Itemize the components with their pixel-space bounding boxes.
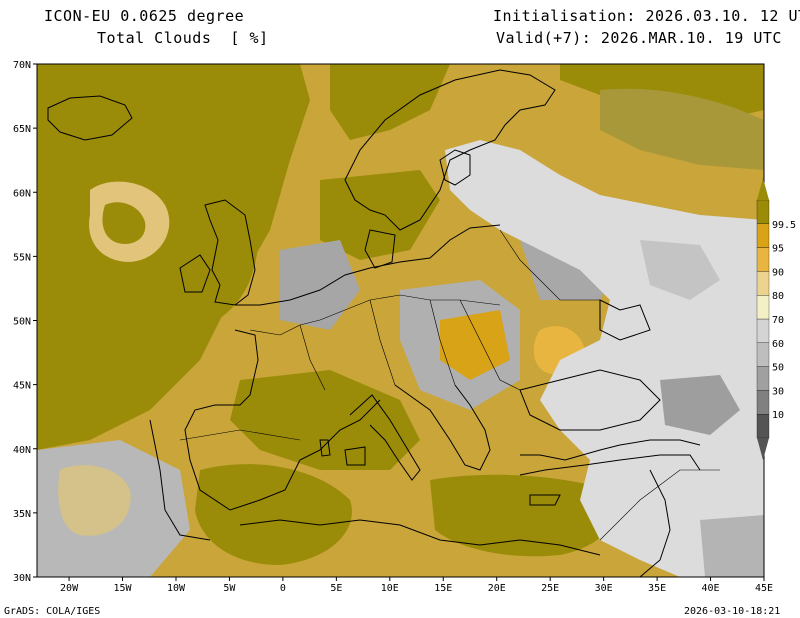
footer-timestamp: 2026-03-10-18:21 xyxy=(684,606,781,617)
lat-label: 35N xyxy=(13,509,31,520)
lon-label: 5E xyxy=(330,583,342,594)
legend-label: 99.5 xyxy=(772,220,796,231)
lon-label: 30E xyxy=(595,583,613,594)
lat-label: 45N xyxy=(13,381,31,392)
legend-swatch xyxy=(756,271,770,296)
model-title: ICON-EU 0.0625 degree xyxy=(44,7,245,25)
lon-label: 15E xyxy=(434,583,452,594)
legend-label: 90 xyxy=(772,267,784,278)
footer-credit: GrADS: COLA/IGES xyxy=(4,606,101,617)
init-time: Initialisation: 2026.03.10. 12 UTC xyxy=(493,7,800,25)
lat-label: 40N xyxy=(13,445,31,456)
latitude-axis: 70N 65N 60N 55N 50N 45N 40N 35N 30N xyxy=(13,60,37,584)
lat-label: 70N xyxy=(13,60,31,71)
legend-label: 30 xyxy=(772,386,784,397)
lon-label: 45E xyxy=(755,583,773,594)
color-legend: 10 30 50 60 70 80 90 95 99.5 xyxy=(756,178,796,460)
legend-label: 70 xyxy=(772,315,784,326)
legend-swatch xyxy=(756,390,770,415)
legend-bottom-arrow xyxy=(757,438,769,460)
lon-label: 10W xyxy=(167,583,186,594)
legend-label: 60 xyxy=(772,339,784,350)
lon-label: 35E xyxy=(648,583,666,594)
legend-label: 95 xyxy=(772,244,784,255)
lat-label: 30N xyxy=(13,573,31,584)
variable-title: Total Clouds [ %] xyxy=(97,29,269,47)
legend-swatch xyxy=(756,318,770,343)
legend-swatch xyxy=(756,223,770,248)
legend-label: 50 xyxy=(772,363,784,374)
cloud-field xyxy=(37,64,764,577)
lon-label: 10E xyxy=(381,583,399,594)
legend-swatch xyxy=(756,414,770,439)
legend-top-arrow xyxy=(757,178,769,200)
legend-swatch xyxy=(756,295,770,320)
lon-label: 20W xyxy=(60,583,79,594)
legend-label: 80 xyxy=(772,291,784,302)
lon-label: 25E xyxy=(541,583,559,594)
legend-swatch xyxy=(756,247,770,272)
lon-label: 40E xyxy=(702,583,720,594)
lon-label: 0 xyxy=(280,583,286,594)
legend-label: 10 xyxy=(772,410,784,421)
valid-time: Valid(+7): 2026.MAR.10. 19 UTC xyxy=(496,29,782,47)
legend-swatch xyxy=(756,199,770,224)
lon-label: 15W xyxy=(113,583,132,594)
legend-swatch xyxy=(756,342,770,367)
legend-swatch xyxy=(756,366,770,391)
longitude-axis: 20W 15W 10W 5W 0 5E 10E 15E 20E 25E 30E 35E 40E 45E xyxy=(60,577,773,594)
borders xyxy=(179,229,720,541)
lon-label: 5W xyxy=(223,583,236,594)
lat-label: 55N xyxy=(13,252,31,263)
lon-label: 20E xyxy=(488,583,506,594)
lat-label: 65N xyxy=(13,124,31,135)
lat-label: 50N xyxy=(13,317,31,328)
coastlines xyxy=(47,69,701,577)
lat-label: 60N xyxy=(13,188,31,199)
